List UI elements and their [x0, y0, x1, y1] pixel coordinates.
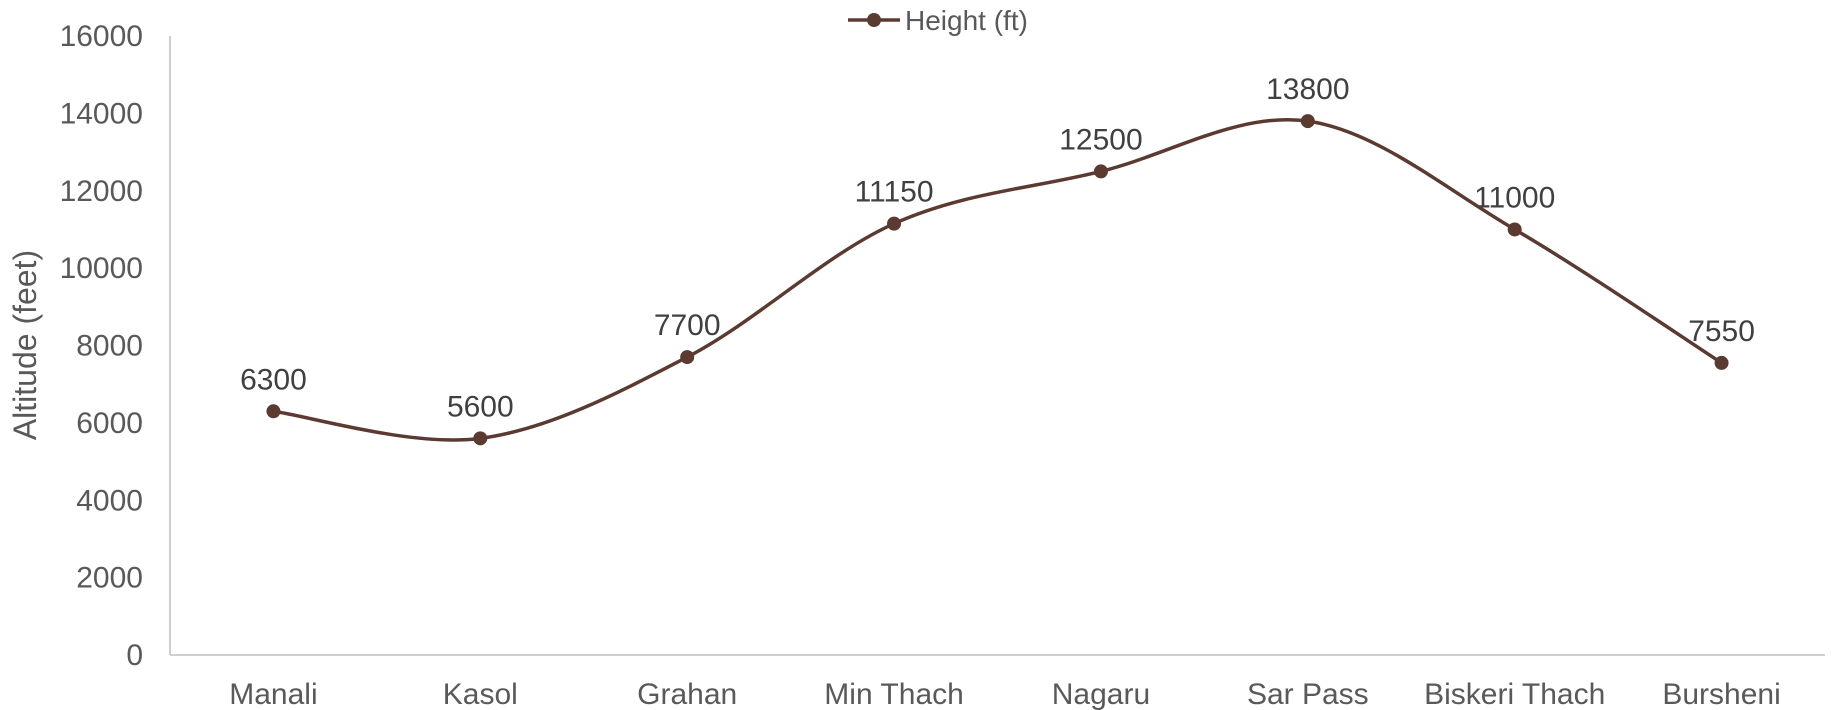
data-point — [887, 216, 902, 231]
data-label: 11150 — [855, 176, 934, 209]
data-label: 7550 — [1688, 315, 1755, 348]
data-label: 12500 — [1059, 123, 1142, 156]
y-tick-label: 6000 — [76, 407, 143, 440]
legend: Height (ft) — [848, 5, 1028, 36]
y-tick-label: 16000 — [60, 20, 143, 53]
series-layer: 6300 5600 7700 11150 12500 13800 11000 7550 — [240, 73, 1755, 446]
x-tick-labels: Manali Kasol Grahan Min Thach Nagaru Sar Pass… — [229, 678, 1781, 710]
legend-label: Height (ft) — [905, 5, 1028, 36]
y-axis-title: Altitude (feet) — [7, 250, 43, 440]
x-tick-label: Manali — [229, 678, 317, 710]
y-tick-label: 8000 — [76, 330, 143, 363]
x-tick-label: Kasol — [443, 678, 518, 710]
x-tick-label: Grahan — [637, 678, 737, 710]
data-point — [680, 350, 695, 365]
x-tick-label: Nagaru — [1052, 678, 1150, 710]
data-label: 6300 — [240, 363, 307, 396]
y-tick-label: 2000 — [76, 562, 143, 595]
x-tick-label: Biskeri Thach — [1424, 678, 1605, 710]
legend-marker-swatch — [867, 13, 881, 27]
y-tick-label: 14000 — [60, 97, 143, 130]
data-point — [1507, 222, 1522, 237]
y-tick-labels: 0 2000 4000 6000 8000 10000 12000 14000 16000 — [60, 20, 143, 672]
data-label: 7700 — [654, 309, 721, 342]
y-tick-label: 0 — [126, 639, 143, 672]
x-tick-label: Bursheni — [1662, 678, 1780, 710]
y-tick-label: 12000 — [60, 175, 143, 208]
y-tick-label: 4000 — [76, 484, 143, 517]
y-tick-label: 10000 — [60, 252, 143, 285]
data-point — [1300, 114, 1315, 129]
axes — [169, 36, 1825, 656]
data-point — [266, 404, 281, 419]
data-point — [473, 431, 488, 446]
data-label: 11000 — [1474, 181, 1555, 214]
series-line — [271, 118, 1724, 442]
x-tick-label: Min Thach — [824, 678, 964, 710]
data-point — [1093, 164, 1108, 179]
data-point — [1714, 355, 1729, 370]
data-label: 13800 — [1266, 73, 1349, 106]
data-label: 5600 — [447, 390, 514, 423]
x-tick-label: Sar Pass — [1247, 678, 1369, 710]
